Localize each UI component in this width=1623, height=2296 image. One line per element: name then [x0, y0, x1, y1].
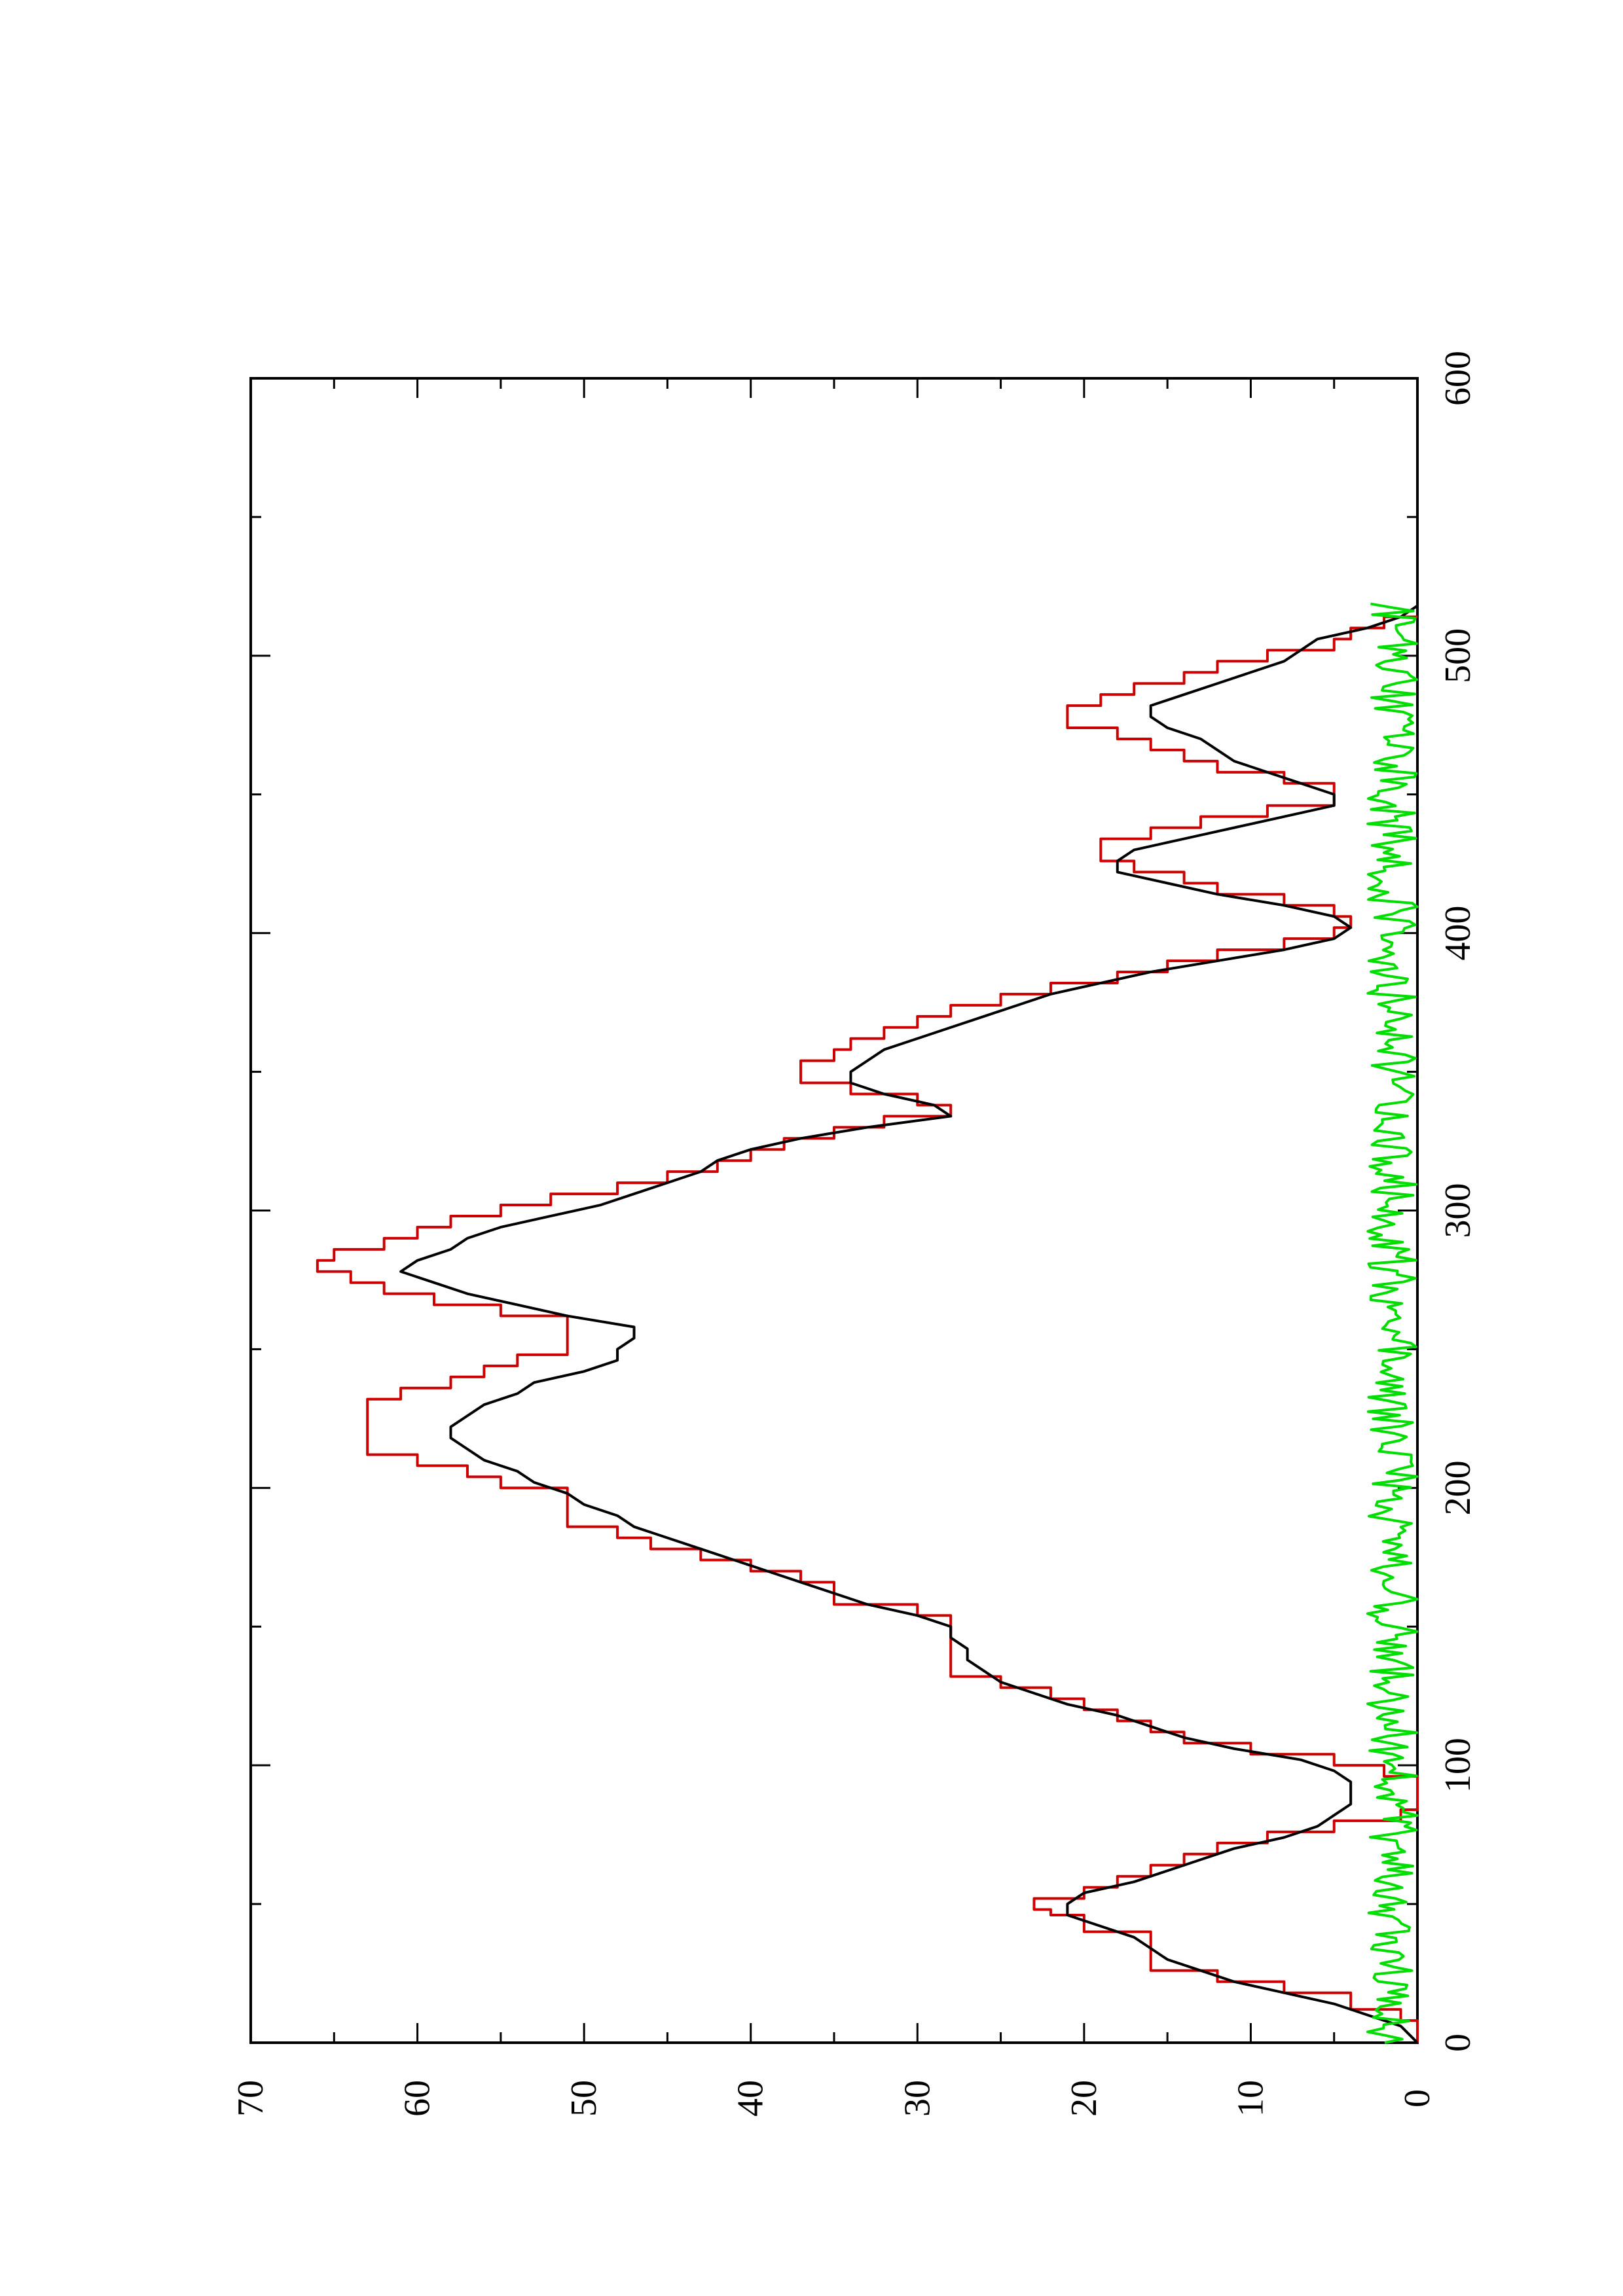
tick-labels: 0 100 200 300 400 500 600 0 10 20 30 40 50 60 70: [230, 351, 1478, 2117]
y-tick-label: 30: [897, 2080, 938, 2117]
x-tick-label: 500: [1438, 628, 1478, 683]
x-tick-label: 100: [1438, 1738, 1478, 1793]
axis-ticks: [249, 377, 1419, 2044]
y-tick-label: 60: [397, 2080, 438, 2117]
x-tick-label: 0: [1438, 2034, 1478, 2052]
series-0-line: [316, 615, 1419, 2043]
x-tick-label: 600: [1438, 351, 1478, 406]
y-tick-label: 40: [731, 2080, 771, 2117]
y-tick-label: 50: [564, 2080, 604, 2117]
y-tick-label: 20: [1064, 2080, 1104, 2117]
y-tick-label: 0: [1397, 2089, 1438, 2108]
y-tick-label: 10: [1230, 2080, 1271, 2117]
x-tick-label: 300: [1438, 1183, 1478, 1238]
series-group: [316, 602, 1419, 2044]
x-tick-label: 400: [1438, 906, 1478, 961]
series-1-line: [399, 604, 1419, 2044]
y-tick-label: 70: [230, 2080, 271, 2117]
plot-area-border: [249, 377, 1419, 2044]
plot-frame: [249, 377, 1419, 2044]
x-tick-label: 200: [1438, 1460, 1478, 1515]
series-2-line: [1366, 602, 1419, 2044]
